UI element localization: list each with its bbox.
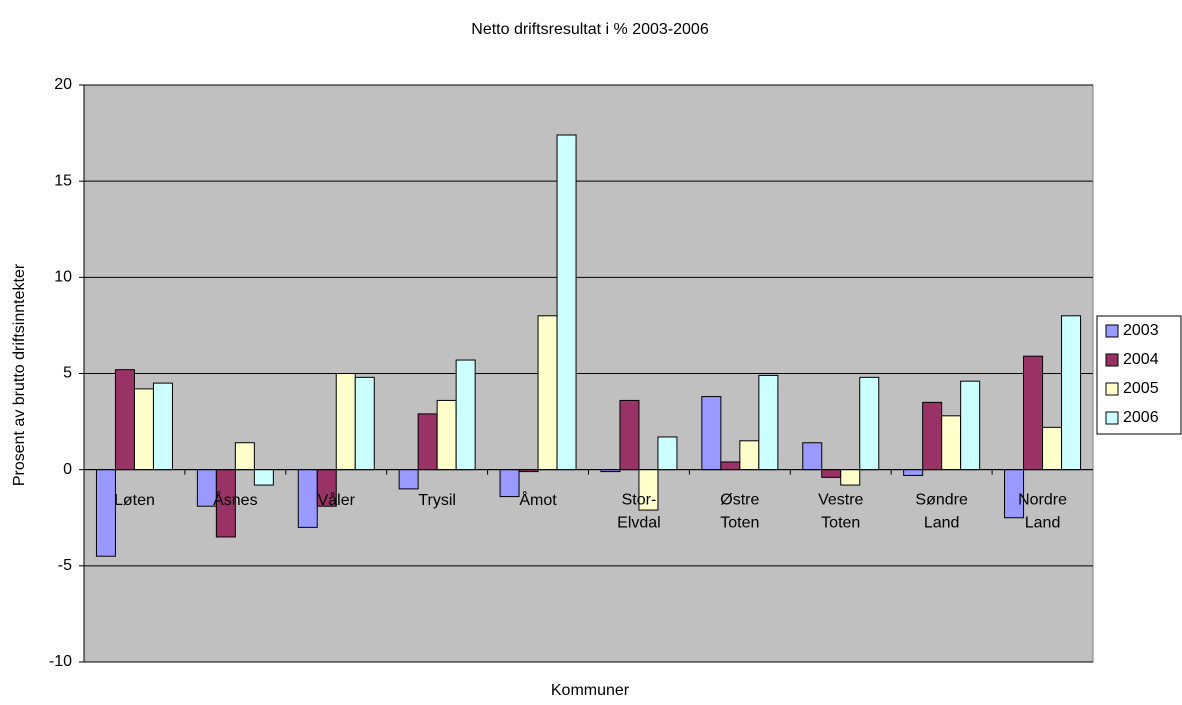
legend-swatch	[1105, 382, 1119, 396]
bar	[720, 461, 741, 471]
bar	[657, 436, 678, 471]
x-tick-label: Stor-Elvdal	[617, 492, 661, 532]
y-tick-label: 5	[63, 365, 72, 382]
y-tick-label: -10	[49, 653, 72, 670]
bar	[152, 382, 173, 471]
bar	[455, 359, 476, 471]
bar	[941, 415, 962, 471]
bar	[234, 442, 255, 471]
legend-label: 2003	[1123, 322, 1159, 339]
bar	[354, 376, 375, 471]
bar	[335, 373, 356, 471]
bar	[903, 469, 924, 476]
bar	[1023, 355, 1044, 471]
y-tick-label: 10	[54, 269, 72, 286]
x-tick-label: Søndre Land	[915, 492, 968, 532]
x-tick-label: Trysil	[418, 492, 456, 509]
legend-label: 2005	[1123, 380, 1159, 397]
legend-swatch	[1105, 411, 1119, 425]
legend-label: 2004	[1123, 351, 1159, 368]
chart-title: Netto driftsresultat i % 2003-2006	[471, 21, 709, 38]
y-axis-title: Prosent av brutto driftsinntekter	[11, 263, 28, 486]
legend-swatch	[1105, 324, 1119, 338]
bar	[802, 442, 823, 471]
bar	[922, 401, 943, 471]
x-tick-label: Løten	[114, 492, 155, 509]
y-tick-label: 15	[54, 172, 72, 189]
y-tick-label: 0	[63, 461, 72, 478]
bar	[253, 469, 274, 486]
x-tick-label: Nordre Land	[1018, 492, 1067, 532]
legend-swatch	[1105, 353, 1119, 367]
x-tick-label: Åmot	[519, 490, 557, 509]
x-tick-label: Åsnes	[213, 490, 257, 509]
x-tick-label: Vestre Toten	[818, 492, 863, 532]
bar	[739, 440, 760, 471]
x-axis-title: Kommuner	[551, 682, 630, 699]
legend-label: 2006	[1123, 409, 1159, 426]
bar	[821, 469, 842, 478]
bar	[859, 376, 880, 471]
x-tick-label: Østre Toten	[720, 492, 759, 532]
bar	[758, 374, 779, 471]
bar	[619, 399, 640, 471]
bar	[133, 388, 154, 471]
bar	[417, 413, 438, 471]
bar	[398, 469, 419, 490]
x-tick-label: Våler	[318, 491, 356, 509]
bar	[499, 469, 520, 498]
bar	[556, 134, 577, 471]
y-tick-label: 20	[54, 76, 72, 93]
bar	[1061, 315, 1082, 471]
y-tick-label: -5	[58, 557, 72, 574]
bar	[537, 315, 558, 471]
bar	[114, 369, 135, 471]
bar	[297, 469, 318, 528]
bar	[95, 469, 116, 557]
bar	[1042, 426, 1063, 471]
bar	[436, 399, 457, 471]
bar	[701, 396, 722, 471]
bar	[840, 469, 861, 486]
bar	[960, 380, 981, 471]
